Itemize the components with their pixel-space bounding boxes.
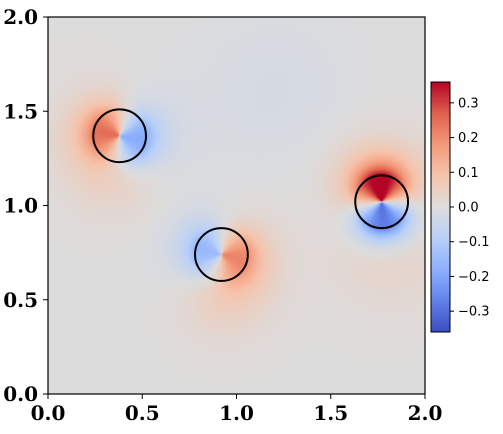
- y-tick-label: 0.0: [3, 382, 38, 406]
- colorbar-tick-label: −0.3: [458, 305, 490, 320]
- circle-marker-1: [92, 108, 148, 164]
- colorbar-tick-label: 0.1: [458, 166, 479, 181]
- x-axis-ticks: 0.0 0.5 1.0 1.5 2.0: [31, 394, 443, 425]
- circle-marker-3: [354, 174, 410, 230]
- y-tick-label: 2.0: [3, 5, 38, 29]
- circle-markers: [92, 108, 410, 282]
- colorbar-tick-label: −0.2: [458, 270, 490, 285]
- colorbar: [430, 81, 451, 333]
- y-tick-label: 1.0: [3, 194, 38, 218]
- colorbar-tick-label: 0.2: [458, 131, 479, 146]
- colorbar-ticks: 0.3 0.2 0.1 0.0 −0.1 −0.2 −0.3: [450, 96, 490, 320]
- y-axis-ticks: 0.0 0.5 1.0 1.5 2.0: [3, 5, 48, 406]
- x-tick-label: 0.5: [125, 401, 160, 425]
- x-tick-label: 1.5: [313, 401, 348, 425]
- x-tick-label: 0.0: [31, 401, 66, 425]
- heatmap-field: [48, 17, 425, 394]
- circle-marker-2: [194, 227, 249, 282]
- x-tick-label: 1.0: [219, 401, 254, 425]
- colorbar-tick-label: 0.3: [458, 96, 479, 111]
- y-tick-label: 0.5: [3, 288, 38, 312]
- colorbar-tick-label: −0.1: [458, 235, 490, 250]
- x-tick-label: 2.0: [408, 401, 443, 425]
- y-tick-label: 1.5: [3, 99, 38, 123]
- colorbar-tick-label: 0.0: [458, 201, 479, 216]
